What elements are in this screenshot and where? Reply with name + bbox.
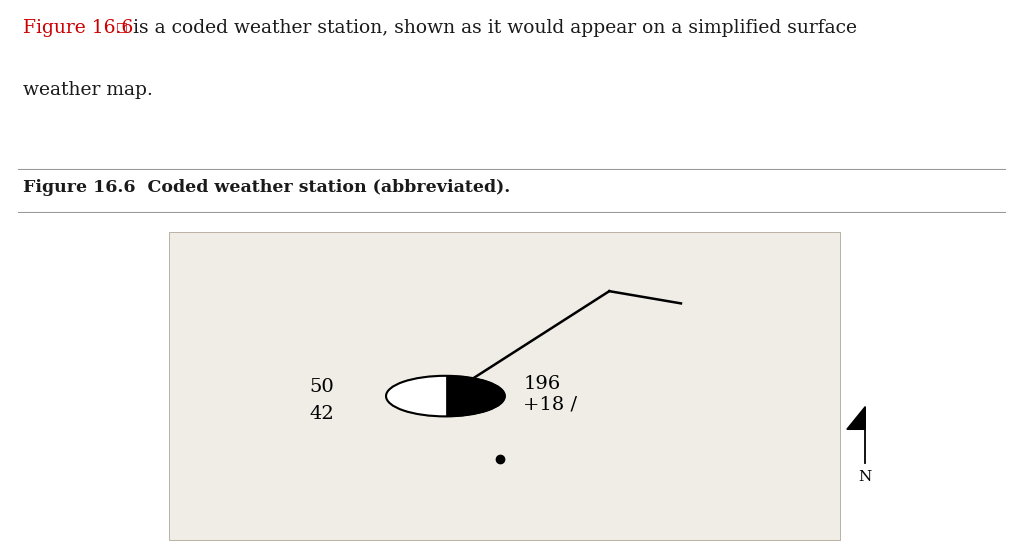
Text: N: N <box>859 470 871 483</box>
FancyBboxPatch shape <box>169 232 840 540</box>
Text: Figure 16.6  Coded weather station (abbreviated).: Figure 16.6 Coded weather station (abbre… <box>23 179 510 196</box>
Text: 50: 50 <box>309 378 334 396</box>
Text: 196: 196 <box>523 375 560 393</box>
Polygon shape <box>847 407 865 429</box>
Text: is a coded weather station, shown as it would appear on a simplified surface: is a coded weather station, shown as it … <box>127 19 857 37</box>
Text: □: □ <box>116 20 127 33</box>
Text: weather map.: weather map. <box>23 81 153 99</box>
Text: 42: 42 <box>309 405 334 423</box>
Polygon shape <box>386 376 445 417</box>
Circle shape <box>386 376 505 417</box>
Text: +18 /: +18 / <box>523 395 578 413</box>
Text: Figure 16.6: Figure 16.6 <box>23 19 133 37</box>
